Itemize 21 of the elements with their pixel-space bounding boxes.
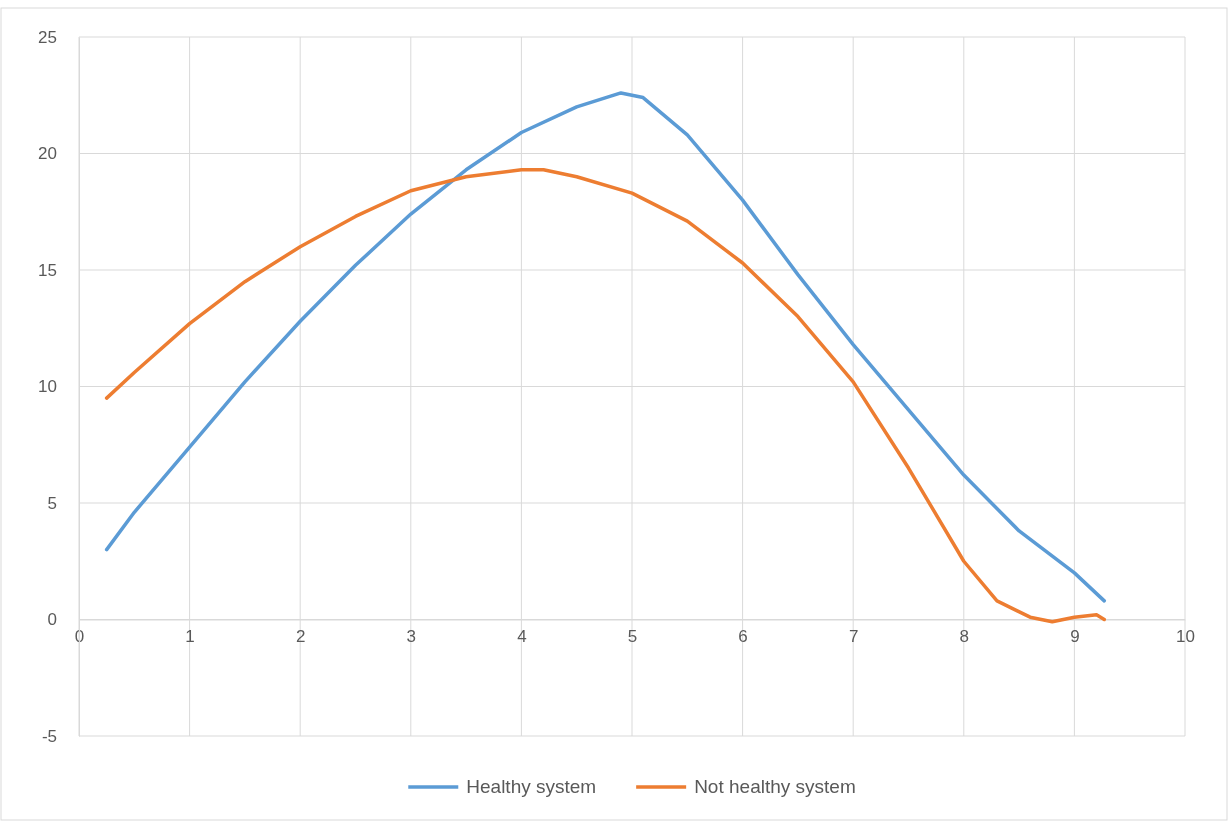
- line-series: [104, 91, 1107, 603]
- legend-label: Not healthy system: [694, 776, 856, 797]
- y-tick-label: 5: [47, 493, 57, 513]
- x-tick-label: 5: [627, 626, 638, 646]
- x-tick-label: 9: [1070, 626, 1080, 646]
- x-tick-label: 8: [959, 626, 970, 646]
- x-tick-label: 7: [848, 626, 859, 646]
- x-tick-label: 3: [406, 626, 417, 646]
- y-tick-label: -5: [41, 726, 57, 746]
- legend-label: Healthy system: [466, 776, 597, 797]
- y-tick-label: 20: [38, 144, 57, 164]
- y-tick-label: 25: [38, 27, 57, 47]
- x-tick-label: 2: [295, 626, 306, 646]
- y-tick-label: 0: [47, 610, 57, 630]
- y-tick-label: 10: [38, 377, 57, 397]
- x-tick-label: 1: [185, 626, 195, 646]
- x-tick-label: 6: [738, 626, 748, 646]
- x-tick-label: 10: [1176, 626, 1195, 646]
- line-series: [104, 168, 1107, 624]
- y-tick-label: 15: [38, 260, 57, 280]
- x-tick-label: 4: [517, 626, 527, 646]
